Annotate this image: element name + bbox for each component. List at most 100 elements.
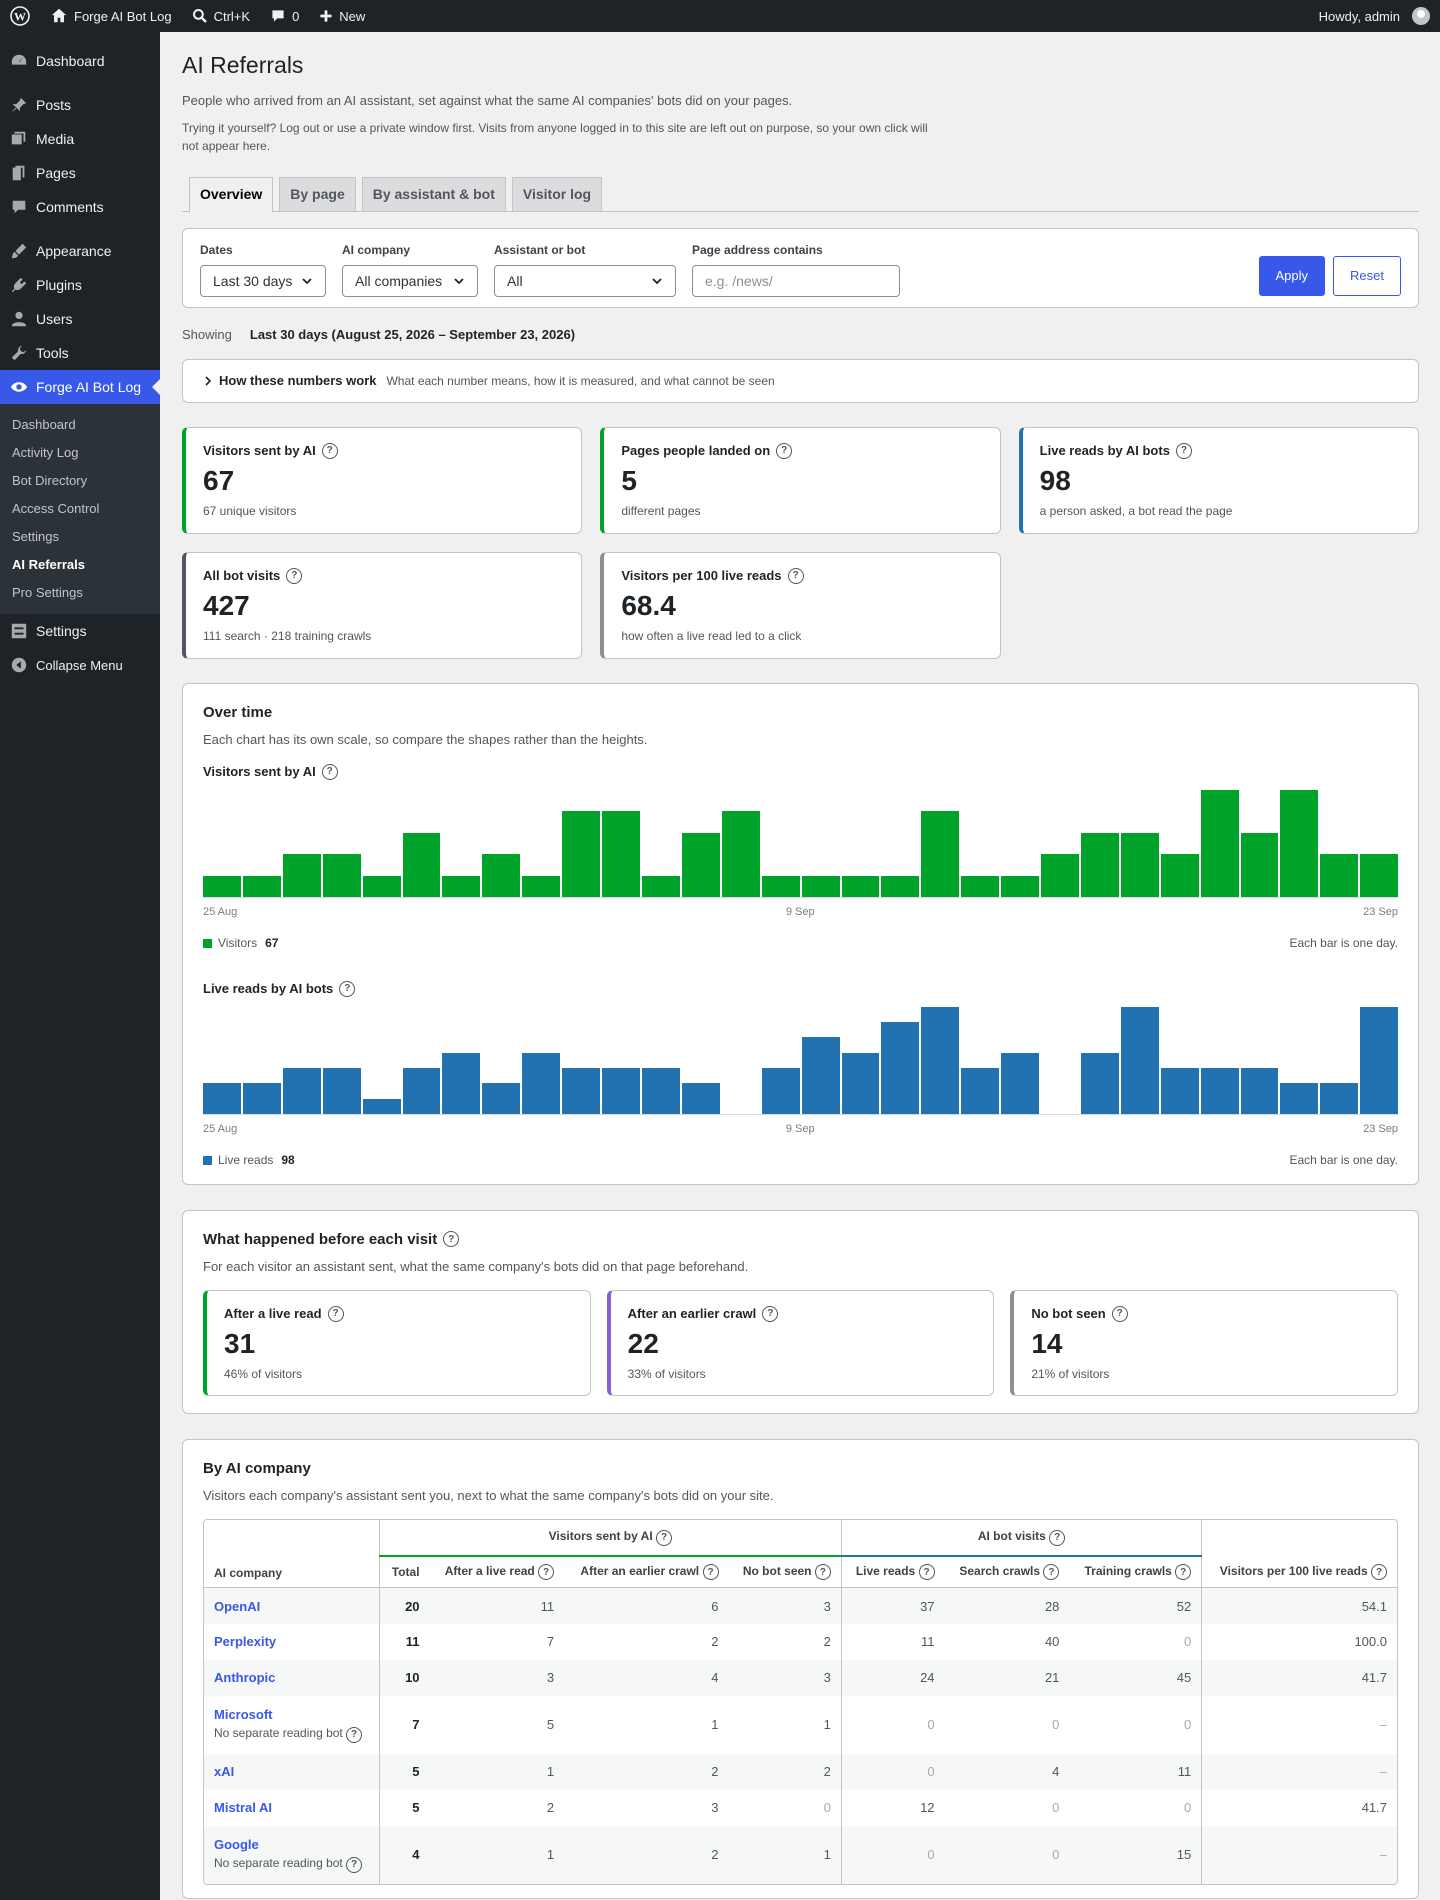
chart-bar[interactable] [482, 854, 521, 897]
help-icon[interactable]: ? [443, 1231, 460, 1248]
help-icon[interactable]: ? [1111, 1305, 1128, 1322]
chart-bar[interactable] [242, 1083, 281, 1114]
help-icon[interactable]: ? [286, 567, 303, 584]
chart-bar[interactable] [1160, 854, 1199, 897]
help-icon[interactable]: ? [787, 567, 804, 584]
chart-bar[interactable] [841, 875, 880, 897]
chart-bar[interactable] [1280, 1083, 1319, 1114]
chart-bar[interactable] [881, 875, 920, 897]
chart-bar[interactable] [362, 875, 401, 897]
help-icon[interactable]: ? [1371, 1564, 1387, 1581]
chart-bar[interactable] [1280, 789, 1319, 897]
chart-bar[interactable] [562, 1068, 601, 1114]
chart-bar[interactable] [721, 811, 760, 897]
company-link[interactable]: Google [214, 1837, 259, 1853]
chart-bar[interactable] [482, 1083, 521, 1114]
help-icon[interactable]: ? [339, 980, 356, 997]
chart-bar[interactable] [1240, 832, 1279, 897]
menu-appearance[interactable]: Appearance [0, 234, 160, 268]
menu-comments[interactable]: Comments [0, 190, 160, 224]
company-link[interactable]: Microsoft [214, 1707, 273, 1723]
wordpress-logo-icon[interactable]: W [0, 0, 40, 32]
help-icon[interactable]: ? [346, 1856, 363, 1873]
menu-settings[interactable]: Settings [0, 614, 160, 648]
menu-forge-ai-bot-log[interactable]: Forge AI Bot Log [0, 370, 160, 404]
chart-bar[interactable] [641, 875, 680, 897]
help-icon[interactable]: ? [346, 1726, 363, 1743]
help-icon[interactable]: ? [1043, 1564, 1060, 1581]
dates-select[interactable]: Last 30 days [200, 264, 326, 297]
tab-overview[interactable]: Overview [189, 176, 274, 213]
chart-bar[interactable] [602, 811, 640, 897]
chart-bar[interactable] [322, 1068, 361, 1114]
menu-dashboard[interactable]: Dashboard [0, 44, 160, 78]
chart-bar[interactable] [1120, 1006, 1159, 1114]
tab-visitor-log[interactable]: Visitor log [511, 176, 603, 212]
chart-bar[interactable] [282, 1068, 321, 1114]
menu-tools[interactable]: Tools [0, 336, 160, 370]
chart-bar[interactable] [681, 832, 720, 897]
chart-bar[interactable] [282, 854, 321, 897]
menu-media[interactable]: Media [0, 122, 160, 156]
search-shortcut[interactable]: Ctrl+K [182, 0, 260, 32]
chart-bar[interactable] [1080, 832, 1119, 897]
submenu-bot-directory[interactable]: Bot Directory [12, 473, 88, 488]
collapse-menu-button[interactable]: Collapse Menu [0, 648, 160, 682]
chart-bar[interactable] [602, 1068, 640, 1114]
tab-by-assistant-bot[interactable]: By assistant & bot [361, 176, 506, 212]
chart-bar[interactable] [1080, 1052, 1119, 1114]
chart-bar[interactable] [641, 1068, 680, 1114]
help-icon[interactable]: ? [1175, 442, 1192, 459]
how-numbers-work-toggle[interactable]: How these numbers work What each number … [182, 358, 1419, 403]
bot-select[interactable]: All [494, 264, 676, 297]
help-icon[interactable]: ? [1049, 1529, 1066, 1546]
new-content-link[interactable]: New [309, 0, 375, 32]
chart-bar[interactable] [961, 1068, 1000, 1114]
chart-bar[interactable] [761, 875, 800, 897]
company-link[interactable]: Anthropic [214, 1670, 276, 1686]
chart-bar[interactable] [522, 1052, 561, 1114]
company-link[interactable]: xAI [214, 1764, 235, 1780]
menu-users[interactable]: Users [0, 302, 160, 336]
help-icon[interactable]: ? [327, 1305, 344, 1322]
help-icon[interactable]: ? [656, 1529, 673, 1546]
comments-link[interactable]: 0 [260, 0, 309, 32]
chart-bar[interactable] [801, 875, 840, 897]
chart-bar[interactable] [801, 1037, 840, 1114]
menu-pages[interactable]: Pages [0, 156, 160, 190]
chart-bar[interactable] [881, 1022, 920, 1114]
help-icon[interactable]: ? [776, 442, 793, 459]
chart-bar[interactable] [1200, 1068, 1239, 1114]
chart-bar[interactable] [921, 811, 960, 897]
chart-bar[interactable] [841, 1052, 880, 1114]
chart-bar[interactable] [1001, 1052, 1040, 1114]
chart-bar[interactable] [761, 1068, 800, 1114]
submenu-ai-referrals[interactable]: AI Referrals [12, 557, 85, 572]
help-icon[interactable]: ? [762, 1305, 779, 1322]
help-icon[interactable]: ? [814, 1564, 831, 1581]
help-icon[interactable]: ? [321, 763, 338, 780]
chart-bar[interactable] [322, 854, 361, 897]
chart-bar[interactable] [921, 1006, 960, 1114]
submenu-pro-settings[interactable]: Pro Settings [12, 585, 83, 600]
submenu-activity-log[interactable]: Activity Log [12, 445, 79, 460]
help-icon[interactable]: ? [538, 1564, 555, 1581]
chart-bar[interactable] [442, 875, 481, 897]
chart-bar[interactable] [1200, 789, 1239, 897]
page-filter-input[interactable]: e.g. /news/ [692, 264, 900, 297]
reset-button[interactable]: Reset [1333, 255, 1401, 296]
chart-bar[interactable] [681, 1083, 720, 1114]
chart-bar[interactable] [961, 875, 1000, 897]
chart-bar[interactable] [522, 875, 561, 897]
chart-bar[interactable] [402, 832, 441, 897]
company-link[interactable]: OpenAI [214, 1598, 261, 1614]
chart-bar[interactable] [242, 875, 281, 897]
chart-bar[interactable] [203, 1083, 241, 1114]
chart-bar[interactable] [1320, 1083, 1359, 1114]
help-icon[interactable]: ? [918, 1564, 935, 1581]
chart-bar[interactable] [1041, 854, 1079, 897]
help-icon[interactable]: ? [702, 1564, 719, 1581]
apply-button[interactable]: Apply [1258, 255, 1326, 296]
chart-bar[interactable] [1360, 854, 1399, 897]
site-name-link[interactable]: Forge AI Bot Log [40, 0, 182, 32]
